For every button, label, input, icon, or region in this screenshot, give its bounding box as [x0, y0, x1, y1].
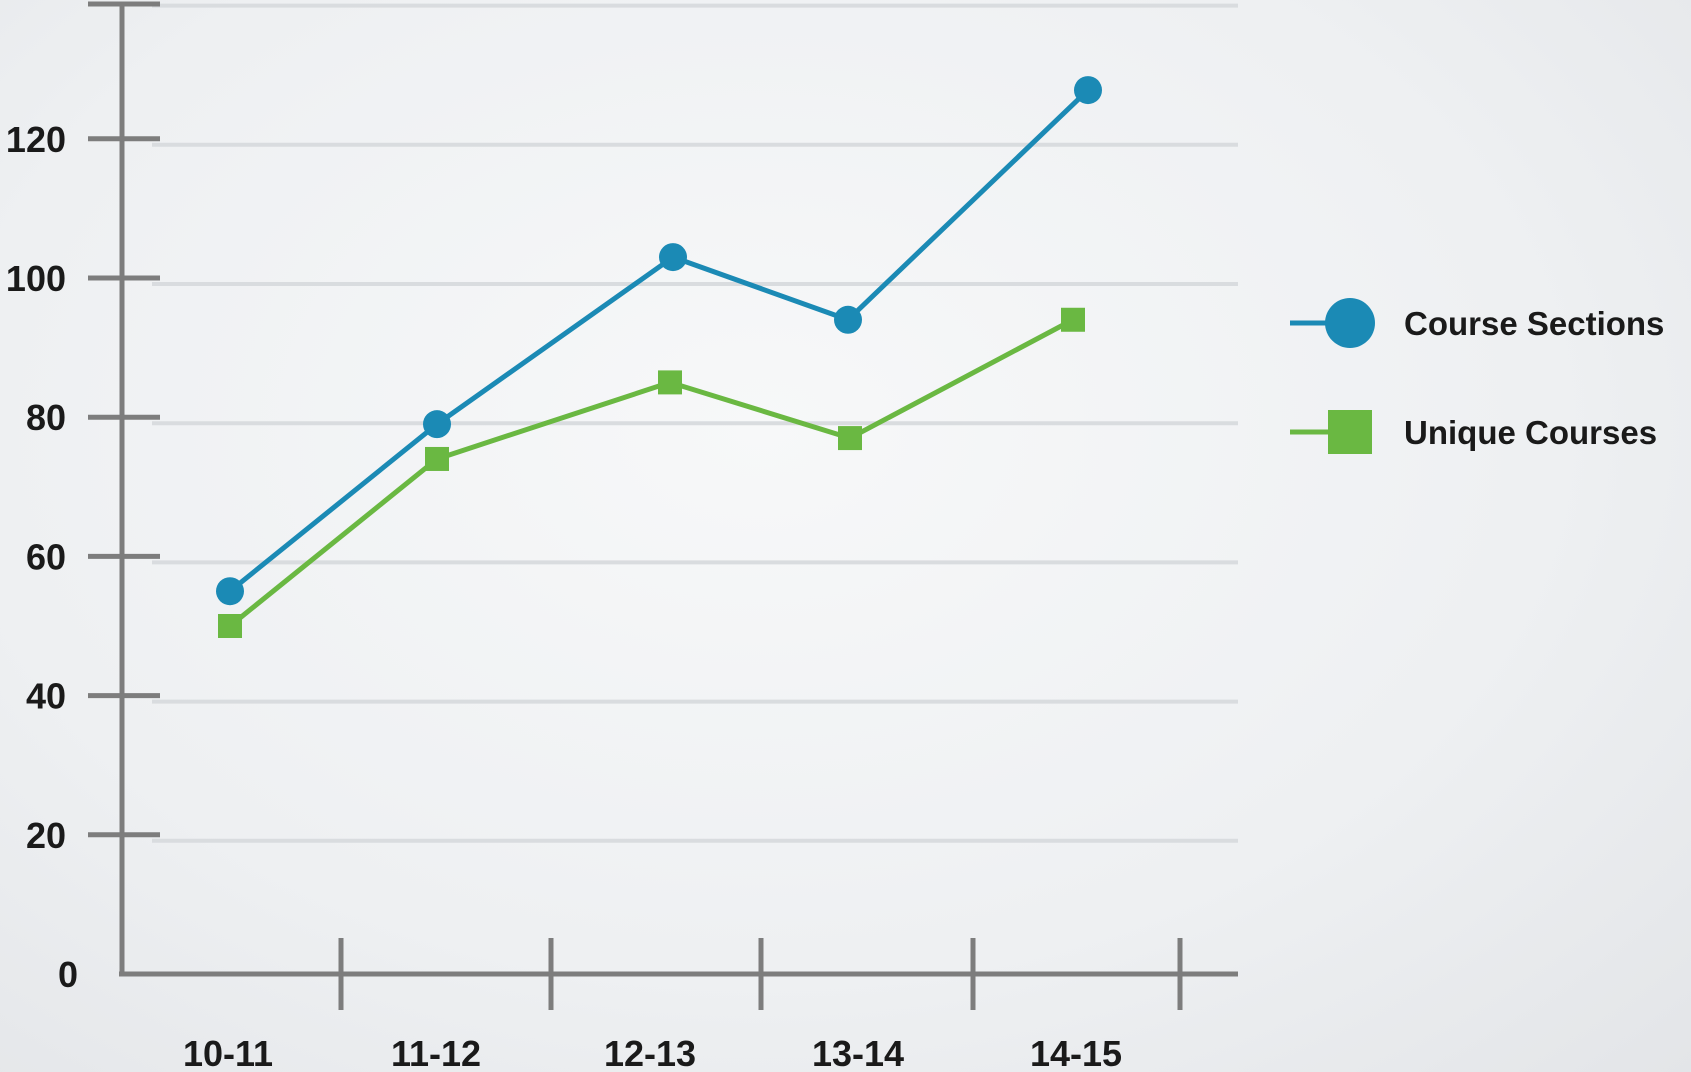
data-point — [834, 305, 862, 334]
y-tick-label: 120 — [6, 119, 66, 160]
x-tick-label: 12-13 — [604, 1033, 696, 1072]
x-tick-label: 10-11 — [183, 1033, 273, 1072]
data-point — [838, 426, 862, 451]
legend: Course Sections Unique Courses — [1290, 298, 1664, 454]
y-tick-label: 60 — [26, 536, 66, 577]
data-point — [1061, 307, 1085, 332]
series-line — [228, 317, 1075, 628]
data-point — [423, 410, 451, 439]
y-tick-label: 20 — [26, 815, 66, 856]
legend-item: Course Sections — [1290, 298, 1664, 348]
y-tick-label: 0 — [58, 954, 78, 995]
x-tick-label: 13-14 — [812, 1033, 904, 1072]
series-line — [228, 88, 1090, 594]
data-series — [216, 76, 1102, 638]
legend-item: Unique Courses — [1290, 410, 1657, 454]
y-tick-label: 80 — [26, 397, 66, 438]
series-course-sections — [216, 76, 1102, 606]
data-point — [658, 370, 682, 395]
legend-label: Unique Courses — [1404, 414, 1657, 451]
x-tick-label: 11-12 — [391, 1033, 481, 1072]
data-point — [1074, 76, 1102, 105]
legend-marker — [1325, 298, 1375, 348]
data-point — [218, 614, 242, 638]
y-tick-label: 40 — [26, 676, 66, 717]
axes — [88, 1, 1238, 977]
x-axis-ticks: 10-11 11-12 12-13 13-14 14-15 — [183, 938, 1183, 1072]
y-tick-label: 100 — [6, 258, 66, 299]
data-point — [659, 243, 687, 272]
legend-label: Course Sections — [1404, 305, 1664, 342]
data-point — [216, 577, 244, 606]
data-point — [425, 446, 449, 471]
x-tick-label: 14-15 — [1030, 1033, 1122, 1072]
series-unique-courses — [218, 307, 1085, 638]
gridlines — [152, 3, 1238, 843]
legend-marker — [1328, 410, 1372, 454]
y-axis-ticks: 0 20 40 60 80 100 120 — [6, 119, 160, 995]
